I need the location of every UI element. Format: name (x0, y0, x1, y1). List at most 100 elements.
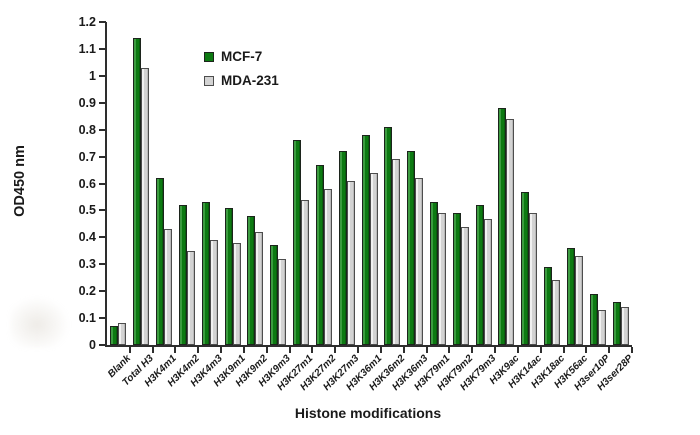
bar-mcf7-H3ser28P (612, 301, 621, 345)
bar-mda231-H3K9m3 (278, 258, 287, 345)
bar-mcf7-H3K27m3 (338, 151, 347, 345)
legend-label-mcf7: MCF-7 (221, 49, 263, 64)
y-axis-tick (99, 209, 106, 212)
bar-mcf7-H3K9ac (498, 108, 507, 345)
y-axis-tick-label: 1.2 (78, 15, 96, 29)
legend: MCF-7 MDA-231 (204, 49, 279, 97)
y-axis-tick (99, 101, 106, 104)
bar-mda231-H3ser28P (620, 307, 629, 345)
x-axis-tick (128, 347, 131, 353)
x-axis-tick (379, 347, 382, 353)
x-axis-tick (539, 347, 542, 353)
y-axis-tick (99, 47, 106, 50)
bar-mda231-H3K14ac (529, 213, 538, 345)
plot-area: 0 0.1 0.2 0.3 0.4 0.5 0.6 0.7 0.8 0.9 1 1.1 1.2 Blan… (79, 15, 636, 393)
bar-mda231-H3K27m3 (346, 180, 355, 345)
bar-mcf7-Total H3 (133, 38, 142, 345)
y-axis-tick-label: 0.5 (78, 203, 96, 218)
bar-mcf7-H3K9m2 (247, 215, 256, 345)
x-axis-tick (197, 347, 200, 353)
bar-mcf7-H3K18ac (544, 266, 553, 345)
bar-mda231-H3ser10P (597, 310, 606, 345)
bar-mda231-H3K79m2 (460, 226, 469, 345)
x-axis-tick (425, 347, 428, 353)
legend-entry-mcf7: MCF-7 (204, 49, 279, 64)
y-axis-tick-label: 0.8 (78, 122, 96, 137)
x-axis-tick (288, 347, 291, 353)
y-axis-tick (99, 344, 106, 346)
y-axis-tick-label: 0.7 (78, 149, 96, 164)
bar-mda231-H3K27m2 (323, 188, 332, 345)
y-axis-tick (99, 263, 106, 266)
x-axis-tick (471, 347, 474, 353)
y-axis-tick (99, 74, 106, 77)
bar-mda231-H3K56ac (574, 256, 583, 345)
x-axis-tick (448, 347, 451, 353)
bar-mda231-H3K79m3 (483, 218, 492, 345)
x-axis-title: Histone modifications (294, 405, 442, 421)
bar-mda231-Blank (118, 323, 127, 345)
y-axis-tick (99, 317, 106, 320)
x-axis-tick (608, 347, 611, 353)
x-axis-tick (562, 347, 565, 353)
bar-mcf7-H3K9m1 (224, 207, 233, 345)
y-axis-tick-label: 0 (89, 338, 96, 352)
x-axis-tick (151, 347, 154, 353)
y-axis-tick-label: 1.1 (78, 41, 96, 56)
bar-mcf7-Blank (110, 326, 119, 345)
x-axis-tick (334, 347, 337, 353)
x-axis-tick (242, 347, 245, 353)
bar-mcf7-H3K79m1 (429, 202, 438, 345)
bar-mcf7-H3K9m3 (270, 245, 279, 345)
y-axis-tick (99, 21, 106, 23)
bar-mcf7-H3K27m1 (293, 140, 302, 345)
bar-mcf7-H3K79m2 (452, 213, 461, 345)
y-axis-tick-label: 0.1 (78, 311, 96, 326)
x-axis-tick (265, 347, 268, 353)
bar-mda231-H3K4m1 (164, 229, 173, 345)
bar-mda231-H3K9m2 (255, 231, 264, 345)
bar-mcf7-H3K36m1 (361, 135, 370, 345)
bar-mcf7-H3K27m2 (315, 164, 324, 345)
y-axis-tick (99, 128, 106, 131)
bar-mda231-H3K9ac (506, 118, 515, 345)
x-axis-tick (174, 347, 177, 353)
y-axis-tick (99, 182, 106, 185)
y-axis-tick-label: 0.2 (78, 284, 96, 299)
x-axis-tick (220, 347, 223, 353)
bar-mcf7-H3ser10P (589, 293, 598, 345)
y-axis-tick (99, 290, 106, 293)
x-axis-tick (631, 347, 633, 353)
bar-mda231-H3K9m1 (232, 242, 241, 345)
bar-mda231-H3K36m3 (415, 178, 424, 345)
y-axis-tick-label: 0.4 (78, 230, 96, 245)
bar-mcf7-H3K36m3 (407, 151, 416, 345)
bar-mcf7-H3K4m3 (201, 202, 210, 345)
x-axis-tick (585, 347, 588, 353)
legend-swatch-mda231-icon (204, 75, 214, 86)
x-axis-tick (516, 347, 519, 353)
x-axis-tick (494, 347, 497, 353)
bar-mda231-Total H3 (141, 67, 150, 345)
bar-mcf7-H3K4m1 (156, 178, 165, 345)
y-axis-tick-label: 1 (89, 68, 96, 83)
bar-mda231-H3K18ac (552, 280, 561, 345)
bar-mda231-H3K4m3 (209, 240, 218, 345)
bar-mda231-H3K36m1 (369, 172, 378, 345)
y-axis-title: OD450 nm (12, 145, 28, 217)
legend-swatch-mcf7-icon (204, 51, 214, 62)
bar-mcf7-H3K36m2 (384, 126, 393, 345)
y-axis-tick-label: 0.3 (78, 257, 96, 272)
y-axis-tick-label: 0.9 (78, 95, 96, 110)
bar-mda231-H3K36m2 (392, 159, 401, 345)
bar-mcf7-H3K14ac (521, 191, 530, 345)
bar-mda231-H3K4m2 (186, 250, 195, 345)
bar-mcf7-H3K4m2 (178, 205, 187, 345)
x-axis-tick (402, 347, 405, 353)
y-axis-tick-label: 0.6 (78, 176, 96, 191)
legend-entry-mda231: MDA-231 (204, 73, 279, 88)
y-axis-tick (99, 236, 106, 239)
bar-mcf7-H3K79m3 (475, 205, 484, 345)
x-axis-tick (311, 347, 314, 353)
